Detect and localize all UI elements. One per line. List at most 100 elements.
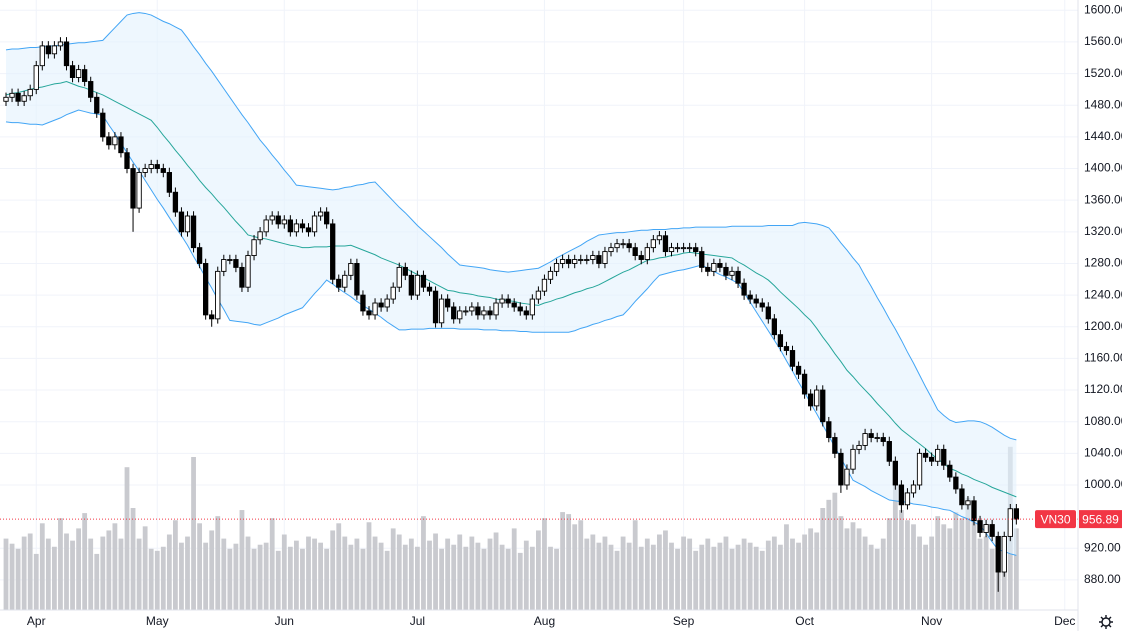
volume-bar [100, 536, 106, 610]
candle-body [892, 460, 899, 486]
candle-body [475, 306, 481, 316]
y-tick-label: 1040.00 [1084, 446, 1122, 460]
candle-body [953, 476, 959, 490]
volume-bar [566, 514, 572, 610]
volume-bar [281, 534, 287, 610]
y-tick-label: 1320.00 [1084, 224, 1122, 238]
candle-body [190, 215, 197, 249]
settings-button[interactable] [1099, 615, 1113, 629]
volume-bar [64, 533, 69, 610]
volume-bar [433, 533, 438, 610]
volume-bar [632, 520, 638, 610]
candle-body [898, 484, 905, 506]
candle-body [21, 95, 27, 102]
volume-bar [233, 543, 239, 610]
candle-body [27, 88, 33, 97]
candle-body [650, 239, 657, 249]
y-tick-label: 1480.00 [1084, 97, 1122, 111]
x-tick-label: Jun [275, 614, 294, 628]
candle-body [330, 223, 336, 280]
volume-bar [693, 550, 699, 610]
candle-body [662, 235, 669, 253]
y-tick-label: 1520.00 [1084, 66, 1122, 80]
volume-bar [27, 533, 33, 610]
candle-body [15, 92, 21, 102]
volume-bar [360, 548, 366, 610]
volume-bar [166, 534, 172, 610]
volume-bar [669, 542, 674, 610]
band-middle-line [5, 80, 1017, 498]
volume-bar [844, 528, 850, 610]
candle-body [324, 211, 330, 225]
volume-bar [947, 528, 953, 610]
volume-bar [294, 540, 299, 610]
candle-body [245, 255, 251, 288]
volume-bar [191, 457, 196, 610]
band-upper-line [5, 12, 1017, 441]
candle-body [438, 298, 445, 324]
candle-body [916, 452, 923, 486]
candle-body [281, 219, 287, 225]
candle-body [638, 255, 644, 260]
candle-body [487, 310, 493, 316]
volume-bar [911, 524, 916, 610]
candle-body [620, 243, 626, 246]
candle-body [947, 464, 953, 478]
volume-bar [796, 542, 801, 610]
candle-body [578, 259, 584, 261]
y-tick-label: 1240.00 [1084, 287, 1122, 301]
volume-bar [173, 520, 178, 610]
candle-body [741, 282, 747, 296]
candle-body [529, 298, 536, 316]
volume-bar [457, 534, 463, 610]
volume-bar [209, 530, 215, 610]
candle-body [608, 247, 614, 253]
volume-bar [312, 538, 317, 610]
candle-body [922, 452, 929, 458]
bands-layer [5, 12, 1017, 556]
volume-bar [971, 520, 977, 610]
volume-bar [765, 540, 771, 610]
volume-bar [554, 548, 559, 610]
volume-bar [965, 497, 971, 610]
volume-bar [675, 548, 680, 610]
candle-body [408, 274, 414, 296]
volume-bar [390, 528, 396, 610]
candle-body [959, 488, 965, 506]
candle-body [305, 227, 312, 233]
volume-bar [699, 544, 705, 610]
candle-body [929, 456, 935, 462]
volume-bar [892, 477, 898, 610]
candle-body [493, 302, 499, 316]
candle-body [614, 243, 620, 249]
volume-bar [88, 538, 94, 610]
candle-body [100, 112, 106, 138]
volume-bar [45, 538, 51, 610]
volume-bar [711, 546, 717, 610]
volume-bar [983, 536, 989, 610]
candle-body [777, 334, 784, 347]
candle-body [51, 45, 58, 55]
candle-body [656, 235, 663, 241]
candle-body [75, 69, 82, 78]
candle-body [227, 259, 233, 261]
volume-bar [106, 530, 112, 610]
volume-bar [52, 546, 57, 610]
volume-bar [287, 546, 293, 610]
candle-body [257, 231, 263, 241]
candle-body [112, 136, 118, 146]
volume-bar [735, 544, 741, 610]
volume-bar [124, 467, 130, 610]
candles-layer [3, 37, 1020, 592]
volume-bar [39, 523, 45, 610]
volume-bar [747, 542, 753, 610]
volume-bar [203, 542, 209, 610]
volume-bar [354, 538, 360, 610]
volume-bar [221, 538, 227, 610]
candle-body [402, 266, 408, 276]
volume-bar [717, 542, 723, 610]
candle-body [390, 286, 396, 300]
volume-bar [15, 548, 21, 610]
candle-body [995, 535, 1001, 573]
